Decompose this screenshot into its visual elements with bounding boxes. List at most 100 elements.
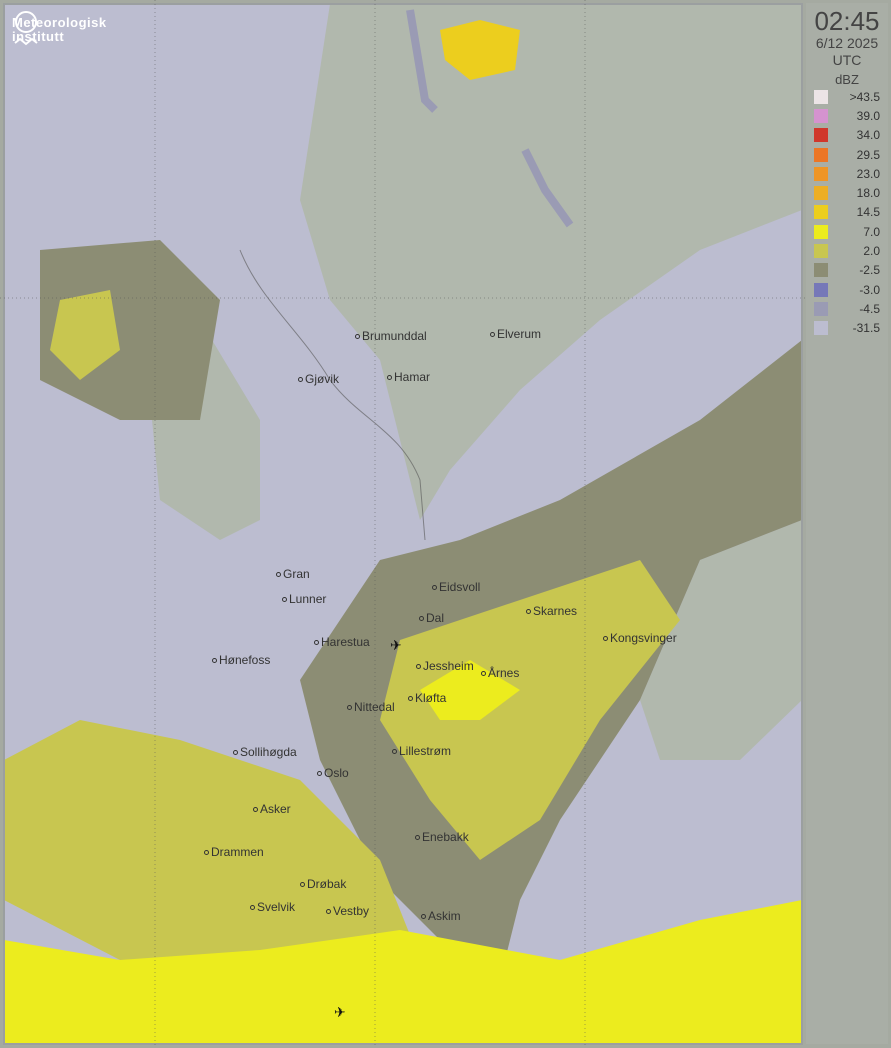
legend-item: -31.5 [806,319,888,338]
city-label: Eidsvoll [432,580,480,594]
city-label: Årnes [481,666,519,680]
legend-item: -4.5 [806,299,888,318]
city-name: Enebakk [422,830,469,844]
legend-swatch [814,108,828,123]
city-label: Kløfta [408,691,446,705]
legend-swatch [814,147,828,162]
legend-value: -3.0 [859,282,880,297]
legend-value: 18.0 [856,186,880,201]
city-label: Nittedal [347,700,395,714]
legend-item: 18.0 [806,183,888,202]
city-name: Gjøvik [305,372,339,386]
city-marker-icon [314,640,319,646]
city-marker-icon [204,850,209,856]
legend-item: 34.0 [806,126,888,145]
city-name: Svelvik [257,900,296,914]
city-name: Lillestrøm [399,744,452,758]
city-marker-icon [347,705,352,711]
logo-line2: institutt [12,29,65,44]
city-name: Brumunddal [362,329,427,343]
city-label: Enebakk [415,830,469,844]
city-name: Lunner [289,592,327,606]
city-name: Kløfta [415,691,447,705]
city-marker-icon [250,905,255,911]
legend-item: -2.5 [806,261,888,280]
city-name: Drøbak [307,877,347,891]
unit-label: dBZ [835,72,859,87]
city-name: Drammen [211,845,264,859]
legend-value: 2.0 [863,244,880,259]
city-marker-icon [432,585,437,591]
radar-map[interactable]: Meteorologisk institutt Brumunddal Elverum… [0,0,805,1048]
city-marker-icon [603,636,608,642]
city-label: Svelvik [250,900,295,914]
color-legend: >43.5 39.0 34.0 29.5 23.0 18.0 14.5 7.0 2.0 -2.5 -… [806,87,888,338]
airplane-icon[interactable]: ✈ [390,637,402,653]
city-marker-icon [387,375,392,381]
city-name: Askim [428,909,461,923]
city-name: Hamar [394,370,431,384]
city-marker-icon [415,835,420,841]
met-logo: Meteorologisk institutt [12,10,107,46]
city-name: Skarnes [533,604,578,618]
legend-swatch [814,301,828,316]
timezone-label: UTC [832,52,862,68]
legend-value: 7.0 [863,224,880,239]
city-label: Asker [253,802,291,816]
city-label: Vestby [326,904,369,918]
city-name: Jessheim [423,659,474,673]
legend-value: -4.5 [859,301,880,316]
legend-swatch [814,166,828,181]
city-label: Elverum [490,327,541,341]
city-label: Hønefoss [212,653,270,667]
radar-layer [0,0,805,1048]
city-label: Gran [276,567,310,581]
city-marker-icon [253,807,258,813]
city-label: Lunner [282,592,326,606]
legend-swatch [814,244,828,259]
legend-item: 39.0 [806,106,888,125]
city-marker-icon [282,597,287,603]
legend-swatch [814,205,828,220]
city-name: Kongsvinger [610,631,677,645]
airplane-icon[interactable]: ✈ [334,1004,346,1020]
city-label: Askim [421,909,461,923]
legend-value: -2.5 [859,263,880,278]
city-marker-icon [326,909,331,915]
city-label: Kongsvinger [603,631,677,645]
city-label: Gjøvik [298,372,339,386]
city-label: Hamar [387,370,430,384]
city-label: Jessheim [416,659,474,673]
city-name: Oslo [324,766,349,780]
city-label: Drammen [204,845,264,859]
legend-swatch [814,89,828,104]
legend-swatch [814,263,828,278]
date-label: 6/12 2025 [815,35,879,51]
legend-value: -31.5 [852,321,880,336]
city-marker-icon [212,658,217,664]
city-name: Vestby [333,904,370,918]
city-marker-icon [317,771,322,777]
city-label: Lillestrøm [392,744,451,758]
city-name: Elverum [497,327,542,341]
city-marker-icon [416,664,421,670]
city-name: Gran [283,567,310,581]
city-marker-icon [481,671,486,677]
legend-value: 39.0 [856,108,880,123]
legend-item: 7.0 [806,222,888,241]
legend-item: 14.5 [806,203,888,222]
legend-value: 29.5 [856,147,880,162]
city-name: Årnes [488,666,520,680]
city-marker-icon [419,616,424,622]
city-marker-icon [490,332,495,338]
legend-item: >43.5 [806,87,888,106]
time-label: 02:45 [814,6,880,36]
legend-value: 34.0 [856,128,880,143]
legend-swatch [814,128,828,143]
city-name: Harestua [321,635,370,649]
city-label: Harestua [314,635,370,649]
city-marker-icon [392,749,397,755]
city-name: Dal [426,611,445,625]
legend-item: 2.0 [806,241,888,260]
city-marker-icon [300,882,305,888]
